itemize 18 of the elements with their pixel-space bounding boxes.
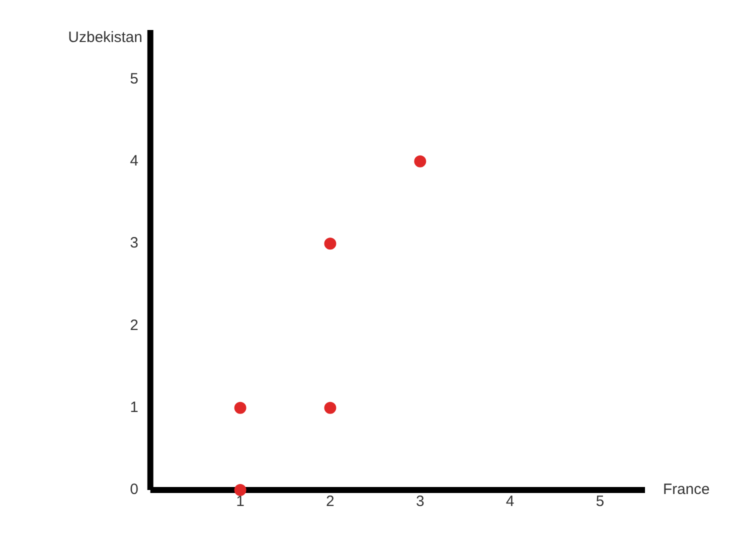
x-tick-label: 1: [236, 493, 244, 510]
y-tick-label: 5: [130, 70, 138, 88]
point: [234, 402, 246, 414]
x-tick-label: 2: [326, 493, 334, 510]
y-tick-label: 2: [130, 316, 138, 334]
point: [324, 238, 336, 250]
x-tick-label: 4: [506, 493, 514, 510]
x-tick-label: 5: [596, 493, 604, 510]
y-tick-label: 0: [130, 481, 138, 498]
y-tick-label: 3: [130, 234, 138, 252]
y-tick-label: 1: [130, 399, 138, 416]
x-tick-label: 3: [416, 493, 424, 510]
x-axis-title: France: [663, 481, 710, 498]
point: [414, 155, 426, 168]
point: [234, 484, 246, 496]
y-axis-title: Uzbekistan: [68, 29, 142, 46]
y-tick-label: 4: [130, 152, 138, 170]
point: [324, 402, 336, 414]
